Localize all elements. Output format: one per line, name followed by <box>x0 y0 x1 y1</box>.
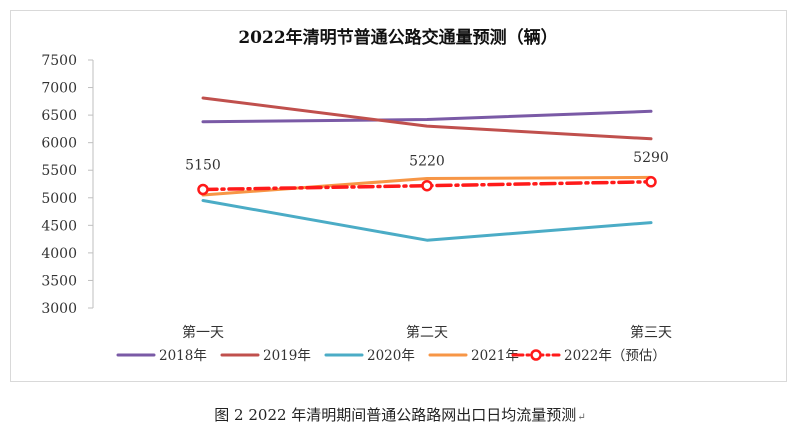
series-line-4 <box>201 175 653 197</box>
data-label: 5220 <box>409 154 445 170</box>
y-tick-label: 5000 <box>41 191 77 207</box>
x-tick-label: 第二天 <box>406 324 448 341</box>
x-tick-label: 第三天 <box>630 324 672 341</box>
y-tick-label: 6000 <box>41 136 77 152</box>
data-label: 5150 <box>185 158 221 174</box>
line-chart: 2022年清明节普通公路交通量预测（辆） 3000 3500 4000 4500 500… <box>41 27 672 364</box>
y-tick-label: 3000 <box>41 301 77 317</box>
series-layer <box>197 96 657 242</box>
legend-marker <box>530 349 542 361</box>
caption-text: 图 2 2022 年清明期间普通公路路网出口日均流量预测 <box>214 406 577 424</box>
chart-frame <box>10 10 787 382</box>
data-label: 5290 <box>633 150 669 166</box>
y-tick-label: 4500 <box>41 218 77 234</box>
legend-label-4: 2021年 <box>471 348 519 364</box>
legend-label-3: 2020年 <box>367 348 415 364</box>
y-tick-label: 4000 <box>41 246 77 262</box>
chart-title: 2022年清明节普通公路交通量预测（辆） <box>238 27 557 48</box>
data-label-layer: 5150 5220 5290 <box>185 150 669 174</box>
series-point <box>645 176 657 188</box>
y-tick-label: 3500 <box>41 273 77 289</box>
y-axis: 3000 3500 4000 4500 5000 5500 6000 6500 7000 7500 <box>41 53 94 317</box>
figure-caption: 图 2 2022 年清明期间普通公路路网出口日均流量预测↵ <box>0 404 800 425</box>
series-line-3 <box>201 199 653 242</box>
series-line-5 <box>201 180 653 192</box>
legend-label-1: 2018年 <box>159 348 207 364</box>
series-line-1 <box>201 109 653 124</box>
series-point <box>421 179 433 192</box>
y-tick-label: 7500 <box>41 53 77 69</box>
series-line-2 <box>201 96 653 141</box>
x-tick-label: 第一天 <box>182 324 224 341</box>
legend: 2018年 2019年 2020年 2021年 2022年（预估） <box>116 348 666 364</box>
series-point <box>197 183 209 196</box>
paragraph-mark: ↵ <box>577 412 586 423</box>
legend-label-2: 2019年 <box>263 348 311 364</box>
y-tick-label: 5500 <box>41 163 77 179</box>
y-tick-label: 7000 <box>41 81 77 97</box>
legend-label-5: 2022年（预估） <box>564 348 666 364</box>
y-tick-label: 6500 <box>41 108 77 124</box>
x-axis: 第一天 第二天 第三天 <box>182 324 672 341</box>
